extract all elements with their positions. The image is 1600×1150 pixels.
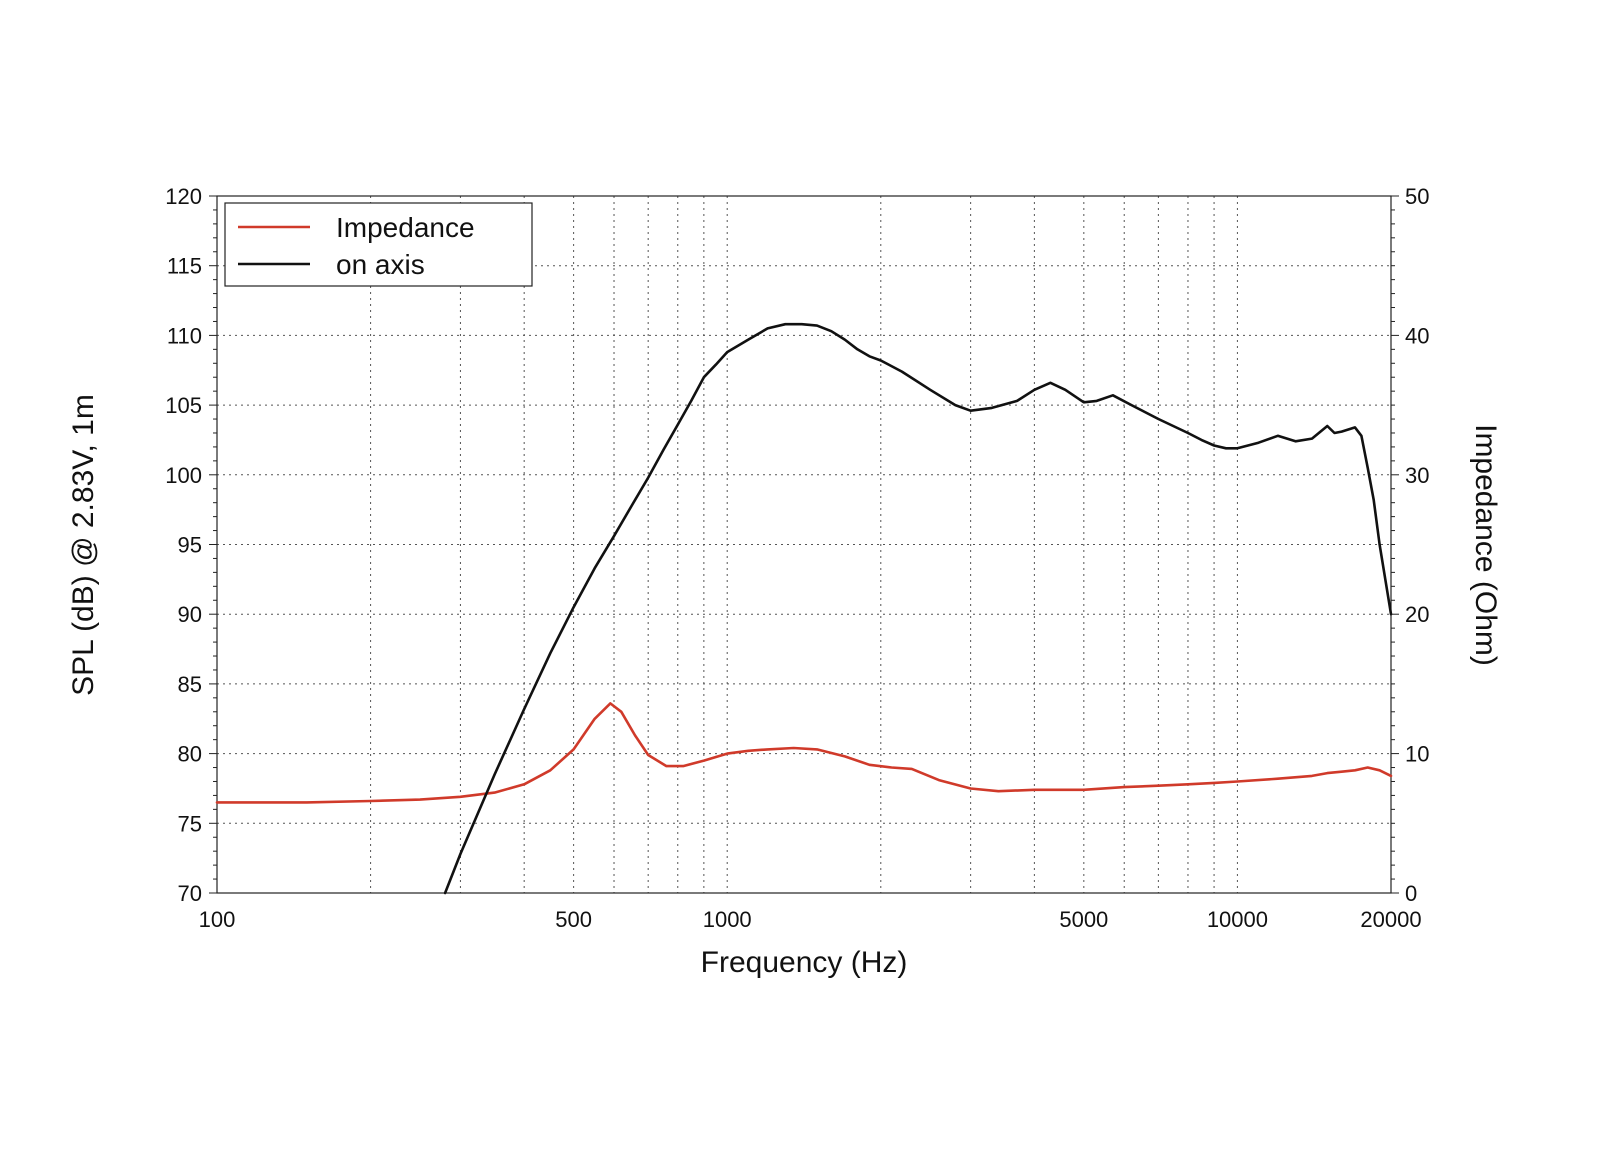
y-tick-label: 115 xyxy=(167,254,202,279)
series-layer xyxy=(215,322,1393,895)
x-tick-label: 20000 xyxy=(1360,907,1421,932)
y-tick-label: 95 xyxy=(178,533,202,558)
y-tick-label: 80 xyxy=(178,742,202,767)
x-tick-label: 10000 xyxy=(1207,907,1268,932)
x-tick-labels: 100 500 1000 5000 10000 20000 xyxy=(199,907,1422,932)
legend-label-on-axis: on axis xyxy=(336,249,425,280)
x-tick-label: 1000 xyxy=(703,907,752,932)
y-tick-label: 105 xyxy=(165,393,202,418)
y-tick-label: 75 xyxy=(178,811,202,836)
y-tick-label: 120 xyxy=(165,184,202,209)
y2-axis-label: Impedance (Ohm) xyxy=(1469,424,1502,666)
x-axis-label: Frequency (Hz) xyxy=(701,946,908,979)
y-tick-labels: 70 75 80 85 90 95 100 105 110 115 120 xyxy=(165,184,202,906)
y-tick-label: 110 xyxy=(167,323,202,348)
y-tick-label: 100 xyxy=(165,463,202,488)
legend-label-impedance: Impedance xyxy=(336,212,475,243)
legend: Impedance on axis xyxy=(224,202,533,287)
series-line-impedance xyxy=(215,702,1393,804)
y2-tick-label: 20 xyxy=(1405,602,1429,627)
x-tick-label: 5000 xyxy=(1059,907,1108,932)
y2-tick-label: 50 xyxy=(1405,184,1429,209)
y-tick-label: 85 xyxy=(178,672,202,697)
x-tick-label: 100 xyxy=(199,907,236,932)
y2-tick-label: 30 xyxy=(1405,463,1429,488)
y2-tick-label: 0 xyxy=(1405,881,1417,906)
y-axis-label: SPL (dB) @ 2.83V, 1m xyxy=(67,394,100,696)
x-tick-label: 500 xyxy=(555,907,592,932)
y2-tick-label: 40 xyxy=(1405,323,1429,348)
y-tick-label: 90 xyxy=(178,602,202,627)
y2-tick-labels: 0 10 20 30 40 50 xyxy=(1405,184,1429,906)
y-tick-label: 70 xyxy=(178,881,202,906)
series-line-on-axis xyxy=(443,322,1393,895)
legend-box xyxy=(224,202,533,287)
y2-tick-label: 10 xyxy=(1405,742,1429,767)
grid-lines xyxy=(217,196,1391,893)
tick-marks xyxy=(209,195,1399,894)
